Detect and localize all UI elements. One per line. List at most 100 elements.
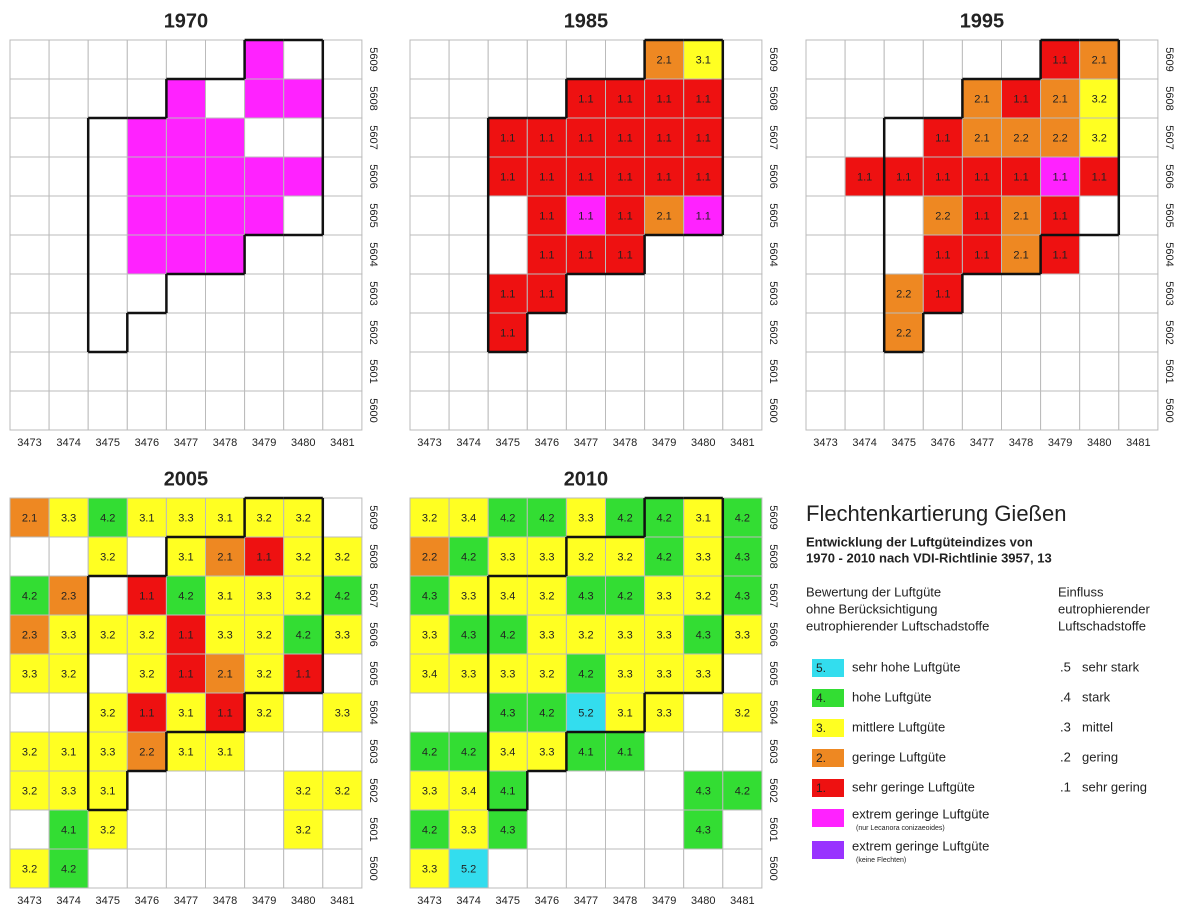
cell-label: 4.2 [22, 590, 37, 602]
cell [409, 39, 450, 80]
cell [409, 234, 450, 275]
cell-label: 3.4 [461, 785, 476, 797]
cell [805, 312, 846, 353]
cell [922, 312, 963, 353]
cell [205, 273, 246, 314]
cell [487, 234, 528, 275]
cell [844, 312, 885, 353]
cell [283, 273, 324, 314]
cell-label: 4.2 [61, 863, 76, 875]
cell [322, 273, 363, 314]
column-label: 3479 [252, 437, 276, 449]
cell [48, 536, 89, 577]
legend: Flechtenkartierung Gießen Entwicklung der… [806, 501, 1150, 864]
cell-label: 1.1 [178, 629, 193, 641]
cell [683, 692, 724, 733]
cell [722, 692, 763, 733]
cell [244, 195, 285, 236]
cell-label: 1.1 [935, 249, 950, 261]
row-label: 5608 [367, 86, 379, 110]
cell [126, 536, 167, 577]
row-label: 5606 [767, 164, 779, 188]
cell-label: 5.2 [578, 707, 593, 719]
cell [644, 653, 685, 694]
cell-label: 3.1 [178, 551, 193, 563]
influence-label: mittel [1082, 719, 1113, 734]
cell [244, 156, 285, 197]
cell [722, 117, 763, 158]
cell-label: 3.3 [461, 824, 476, 836]
cell [126, 39, 167, 80]
cell-label: 3.3 [617, 668, 632, 680]
cell [644, 692, 685, 733]
cell-label: 3.2 [617, 551, 632, 563]
cell [722, 195, 763, 236]
cell-label: 1.1 [935, 132, 950, 144]
cell-label: 1.1 [1092, 171, 1107, 183]
cell [409, 195, 450, 236]
column-label: 3478 [1009, 437, 1033, 449]
cell [883, 156, 924, 197]
legend-swatch [812, 841, 844, 859]
cell [1118, 39, 1159, 80]
cell [526, 770, 567, 811]
cell [1079, 312, 1120, 353]
cell [448, 195, 489, 236]
cell [48, 78, 89, 119]
cell [644, 770, 685, 811]
cell [165, 770, 206, 811]
cell-label: 4.1 [617, 746, 632, 758]
cell [683, 731, 724, 772]
cell [1118, 351, 1159, 392]
cell-label: 1.1 [578, 210, 593, 222]
cell [409, 156, 450, 197]
cell-label: 2.1 [22, 512, 37, 524]
cell [722, 156, 763, 197]
cell-label: 4.2 [735, 512, 750, 524]
cell-label: 3.3 [335, 629, 350, 641]
map-title: 2005 [164, 468, 209, 490]
cell [1118, 390, 1159, 431]
cell [961, 312, 1003, 353]
cell-label: 4.2 [335, 590, 350, 602]
cell [205, 692, 246, 733]
cell-label: 3.2 [735, 707, 750, 719]
cell [87, 312, 128, 353]
column-label: 3478 [213, 437, 237, 449]
cell [565, 273, 607, 314]
cell [1118, 78, 1159, 119]
cell [722, 390, 763, 431]
row-label: 5605 [767, 661, 779, 685]
cell [9, 117, 50, 158]
cell-label: 2.3 [61, 590, 76, 602]
legend-swatch [812, 809, 844, 827]
cell-label: 4.2 [539, 512, 554, 524]
cell [644, 536, 685, 577]
cell [48, 234, 89, 275]
cell [48, 692, 89, 733]
row-label: 5607 [367, 583, 379, 607]
influence-code: .5 [1060, 659, 1071, 674]
cell [165, 117, 206, 158]
row-label: 5609 [767, 505, 779, 529]
cell [605, 390, 646, 431]
cell [883, 117, 924, 158]
cell [644, 614, 685, 655]
cell [448, 117, 489, 158]
cell [283, 39, 324, 80]
cell-label: 2.2 [139, 746, 154, 758]
cell [605, 731, 646, 772]
cell [48, 195, 89, 236]
cell [683, 614, 724, 655]
cell [448, 614, 489, 655]
cell [126, 117, 167, 158]
cell-label: 3.2 [22, 863, 37, 875]
row-label: 5605 [367, 661, 379, 685]
legend-swatch [812, 749, 844, 767]
cell-label: 3.2 [696, 590, 711, 602]
cell-label: 3.4 [422, 668, 437, 680]
cell-label: 4.3 [500, 707, 515, 719]
cell-label: 4.3 [500, 824, 515, 836]
cell [205, 770, 246, 811]
cell [487, 497, 528, 538]
